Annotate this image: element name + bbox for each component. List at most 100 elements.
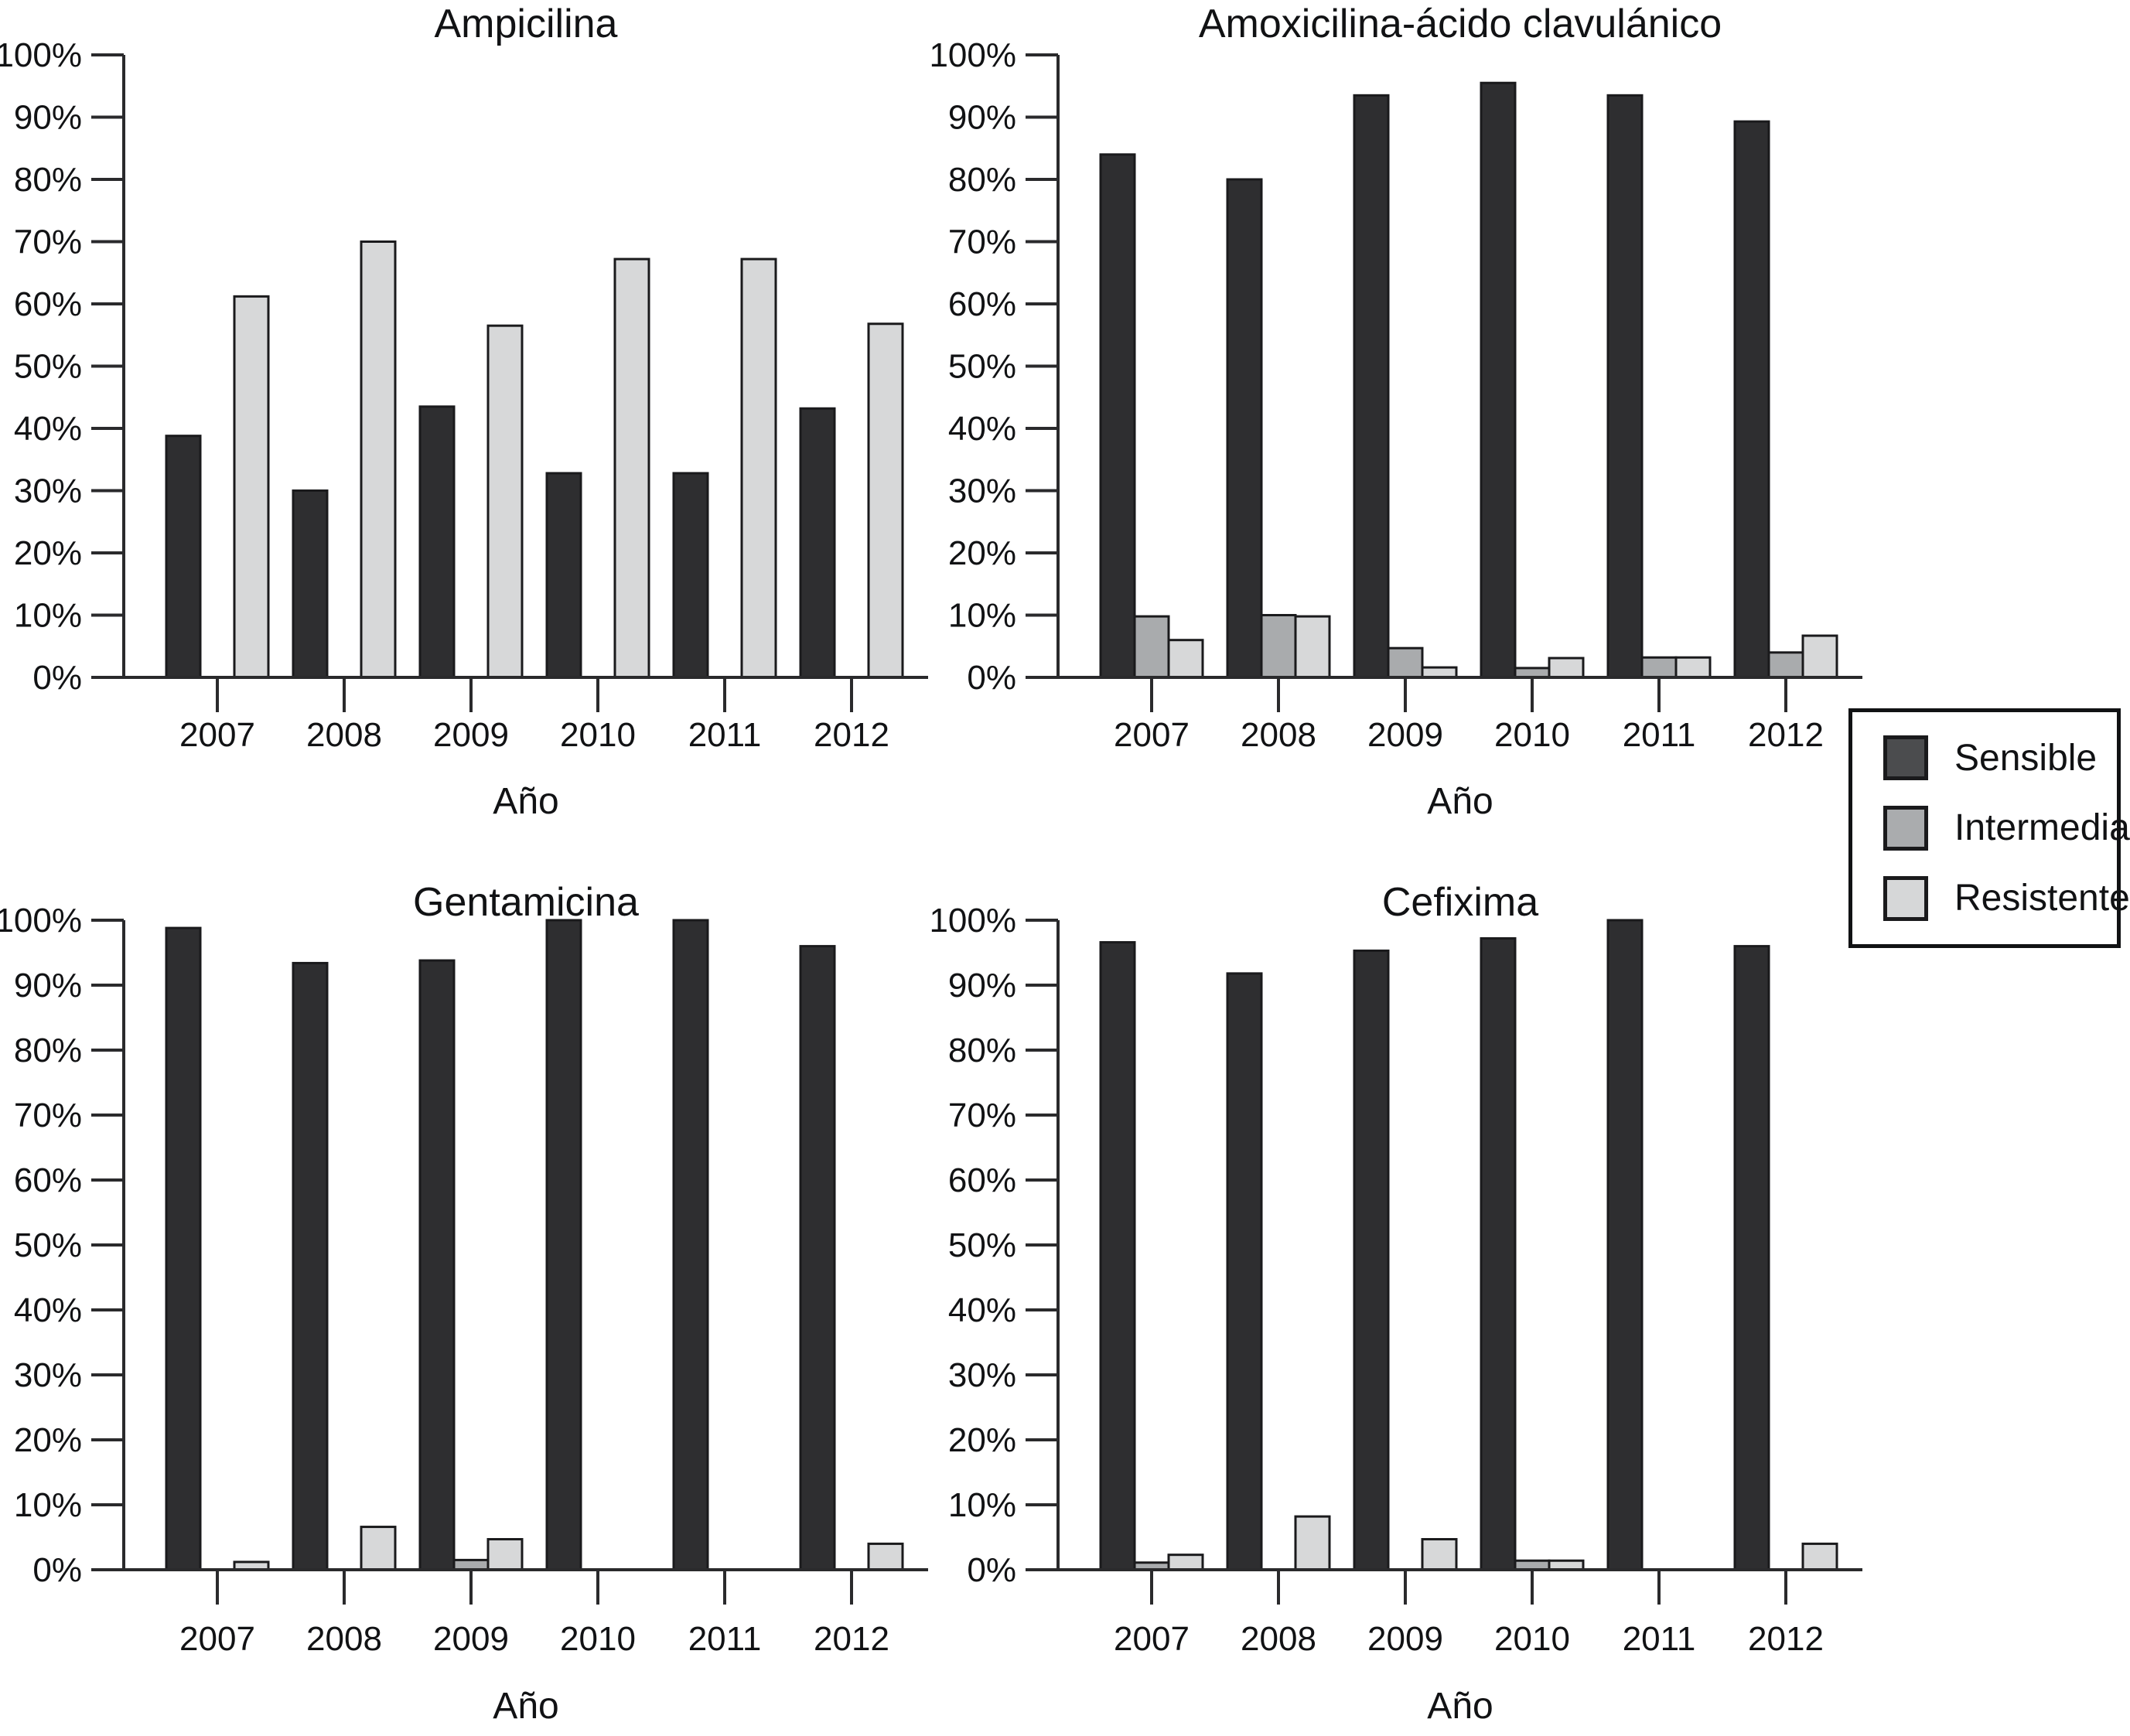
x-axis-tick-label: 2011 xyxy=(1623,716,1696,754)
bar-resistente xyxy=(486,324,524,679)
legend-label: Intermedia xyxy=(1954,807,2130,849)
y-axis-tick-label: 80% xyxy=(14,1032,82,1069)
bar-resistente xyxy=(867,322,904,679)
y-axis-tick-label: 0% xyxy=(967,659,1016,697)
y-axis-tick-label: 70% xyxy=(948,1097,1016,1134)
bar-sensible xyxy=(545,919,582,1571)
x-axis-tick-label: 2008 xyxy=(1241,1620,1316,1658)
bar-sensible xyxy=(165,435,202,679)
bar-sensible xyxy=(165,926,202,1571)
bar-sensible xyxy=(1606,919,1644,1571)
bar-resistente xyxy=(360,1526,397,1571)
y-axis-tick-label: 60% xyxy=(948,1161,1016,1199)
bar-sensible xyxy=(1353,949,1390,1571)
y-axis-tick-label: 70% xyxy=(14,223,82,261)
x-axis-tick-label: 2008 xyxy=(306,716,382,754)
bar-sensible xyxy=(292,489,329,679)
bar-sensible xyxy=(1606,94,1644,679)
chart-title: Ampicilina xyxy=(435,2,618,46)
bar-resistente xyxy=(1421,1538,1458,1571)
x-axis-tick-label: 2007 xyxy=(1114,716,1190,754)
bar-chart-panel: Gentamicina 0% 10% 20% 30% 40% 50% 60% 70% 80% 90%… xyxy=(0,880,928,1727)
bar-sensible xyxy=(1480,937,1517,1571)
chart-title: Gentamicina xyxy=(413,880,639,925)
legend-label: Sensible xyxy=(1954,737,2098,779)
x-axis-tick-label: 2007 xyxy=(179,1620,255,1658)
bar-sensible xyxy=(799,407,836,679)
y-axis-tick-label: 100% xyxy=(0,36,82,74)
y-axis-tick-label: 60% xyxy=(14,285,82,323)
bar-resistente xyxy=(486,1538,524,1571)
x-axis-tick-label: 2007 xyxy=(179,716,255,754)
bar-sensible xyxy=(1480,81,1517,679)
x-axis-tick-label: 2012 xyxy=(814,716,889,754)
legend-item: Sensible xyxy=(1852,735,2117,781)
x-axis-tick-label: 2011 xyxy=(688,716,762,754)
bar-sensible xyxy=(1226,178,1263,679)
x-axis-tick-label: 2010 xyxy=(1494,716,1570,754)
x-axis-tick-label: 2007 xyxy=(1114,1620,1190,1658)
x-axis-tick-label: 2011 xyxy=(688,1620,762,1658)
x-axis-tick-label: 2010 xyxy=(1494,1620,1570,1658)
y-axis-tick-label: 50% xyxy=(948,348,1016,386)
bar-resistente xyxy=(1167,1554,1204,1571)
x-axis-title: Año xyxy=(1427,781,1493,822)
bar-resistente xyxy=(1548,657,1585,679)
bar-intermedia xyxy=(1133,615,1170,679)
chart-title: Cefixima xyxy=(1382,880,1538,925)
x-axis-tick-label: 2012 xyxy=(1748,716,1824,754)
x-axis-title: Año xyxy=(1427,1686,1493,1727)
bar-sensible xyxy=(1733,945,1770,1571)
bar-chart-panel: Amoxicilina-ácido clavulánico 0% 10% 20% 30%… xyxy=(929,2,1862,822)
y-axis-tick-label: 90% xyxy=(14,967,82,1004)
bar-sensible xyxy=(418,959,456,1571)
legend-swatch-resistente-icon xyxy=(1883,875,1928,921)
bar-chart-panel: Ampicilina 0% 10% 20% 30% 40% 50% 60% 70% 80% 90% 1… xyxy=(0,2,928,822)
x-axis-tick-label: 2009 xyxy=(1367,1620,1443,1658)
bar-sensible xyxy=(1099,153,1136,679)
bar-resistente xyxy=(867,1542,904,1571)
y-axis-tick-label: 40% xyxy=(14,1291,82,1329)
y-axis-tick-label: 40% xyxy=(14,410,82,448)
x-axis-tick-label: 2008 xyxy=(1241,716,1316,754)
x-axis-tick-label: 2011 xyxy=(1623,1620,1696,1658)
bar-sensible xyxy=(418,405,456,679)
y-axis-tick-label: 100% xyxy=(929,902,1016,940)
bar-sensible xyxy=(1733,120,1770,679)
bar-resistente xyxy=(1294,1515,1331,1571)
bar-sensible xyxy=(1353,94,1390,679)
bar-intermedia xyxy=(1387,646,1424,679)
y-axis-tick-label: 20% xyxy=(948,534,1016,572)
bar-sensible xyxy=(292,961,329,1571)
y-axis-tick-label: 60% xyxy=(14,1161,82,1199)
y-axis-tick-label: 10% xyxy=(948,1486,1016,1524)
y-axis-tick-label: 20% xyxy=(948,1421,1016,1459)
y-axis-tick-label: 50% xyxy=(14,348,82,386)
y-axis-tick-label: 10% xyxy=(14,1486,82,1524)
legend: Sensible Intermedia Resistente xyxy=(1848,708,2130,948)
y-axis-tick-label: 0% xyxy=(967,1551,1016,1589)
x-axis-tick-label: 2009 xyxy=(433,716,509,754)
bar-sensible xyxy=(545,472,582,679)
x-axis-tick-label: 2010 xyxy=(560,716,636,754)
y-axis-tick-label: 30% xyxy=(948,472,1016,510)
bar-intermedia xyxy=(1640,656,1678,679)
x-axis-tick-label: 2009 xyxy=(433,1620,509,1658)
bar-resistente xyxy=(1294,615,1331,679)
y-axis-tick-label: 80% xyxy=(948,1032,1016,1069)
x-axis-tick-label: 2009 xyxy=(1367,716,1443,754)
y-axis-tick-label: 80% xyxy=(14,161,82,199)
y-axis-tick-label: 0% xyxy=(32,659,82,697)
y-axis-tick-label: 70% xyxy=(948,223,1016,261)
y-axis-tick-label: 50% xyxy=(14,1226,82,1264)
legend-item: Intermedia xyxy=(1852,805,2130,851)
bar-resistente xyxy=(1674,656,1712,679)
y-axis-tick-label: 90% xyxy=(948,99,1016,137)
x-axis-tick-label: 2010 xyxy=(560,1620,636,1658)
x-axis-title: Año xyxy=(493,1686,558,1727)
bar-resistente xyxy=(613,258,650,679)
y-axis-tick-label: 30% xyxy=(948,1356,1016,1394)
x-axis-tick-label: 2012 xyxy=(1748,1620,1824,1658)
y-axis-tick-label: 100% xyxy=(0,902,82,940)
bar-intermedia xyxy=(1767,651,1804,679)
